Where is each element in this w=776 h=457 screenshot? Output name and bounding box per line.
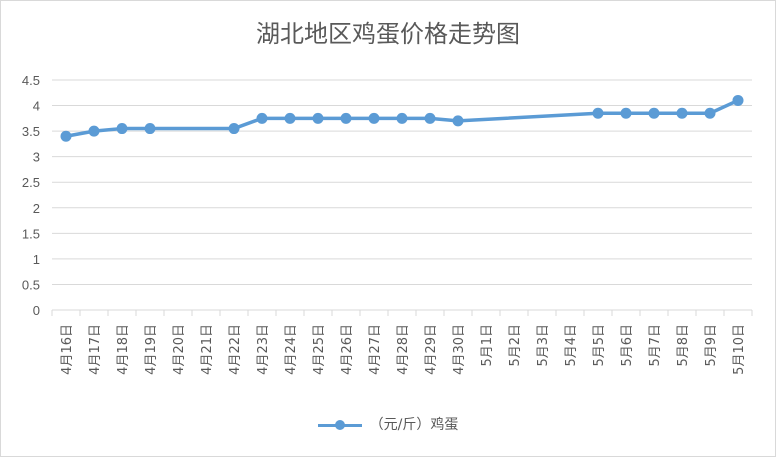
y-tick-label: 0: [33, 303, 40, 318]
x-tick-label: 4月25日: [312, 324, 327, 375]
y-tick-label: 4.5: [22, 73, 40, 88]
x-tick-label: 5月6日: [620, 324, 635, 367]
data-point: [116, 123, 128, 135]
data-point: [620, 107, 632, 119]
x-tick-label: 5月7日: [648, 324, 663, 367]
x-tick-label: 4月23日: [256, 324, 271, 375]
x-tick-label: 4月27日: [368, 324, 383, 375]
x-tick-label: 5月1日: [480, 324, 495, 367]
data-point: [396, 112, 408, 124]
x-tick-label: 5月8日: [676, 324, 691, 367]
chart-title: 湖北地区鸡蛋价格走势图: [256, 20, 520, 48]
y-tick-label: 3.5: [22, 124, 40, 139]
data-point: [676, 107, 688, 119]
x-tick-label: 5月2日: [508, 324, 523, 367]
data-point: [144, 123, 156, 135]
y-tick-label: 0.5: [22, 277, 40, 292]
legend-swatch: [317, 419, 362, 431]
data-point: [648, 107, 660, 119]
x-tick-label: 4月18日: [116, 324, 131, 375]
x-tick-label: 5月3日: [536, 324, 551, 367]
x-tick-label: 4月16日: [60, 324, 75, 375]
x-tick-label: 4月22日: [228, 324, 243, 375]
y-tick-label: 4: [33, 99, 40, 114]
data-point: [424, 112, 436, 124]
y-tick-label: 2.5: [22, 175, 40, 190]
data-point: [732, 94, 744, 106]
x-tick-label: 4月24日: [284, 324, 299, 375]
x-tick-label: 4月26日: [340, 324, 355, 375]
x-tick-label: 4月30日: [452, 324, 467, 375]
data-point: [284, 112, 296, 124]
data-point: [228, 123, 240, 135]
data-point: [60, 130, 72, 142]
x-tick-label: 4月19日: [144, 324, 159, 375]
y-axis-ticks: 0 0.5 1 1.5 2 2.5 3 3.5 4 4.5: [22, 73, 40, 318]
data-point: [452, 115, 464, 127]
x-tick-label: 4月28日: [396, 324, 411, 375]
x-tick-label: 4月29日: [424, 324, 439, 375]
legend-label: （元/斤）鸡蛋: [369, 417, 459, 433]
y-tick-label: 3: [33, 150, 40, 165]
x-tick-label: 5月5日: [592, 324, 607, 367]
x-tick-label: 5月4日: [564, 324, 579, 367]
x-tick-label: 4月21日: [200, 324, 215, 375]
y-tick-label: 1.5: [22, 226, 40, 241]
data-point: [256, 112, 268, 124]
x-tick-label: 4月17日: [88, 324, 103, 375]
legend: （元/斤）鸡蛋: [0, 414, 776, 434]
data-point: [368, 112, 380, 124]
x-tick-label: 4月20日: [172, 324, 187, 375]
series-point-layer: [60, 94, 744, 142]
x-tick-label: 5月9日: [704, 324, 719, 367]
data-point: [312, 112, 324, 124]
grid-layer: [51, 79, 753, 316]
data-point: [592, 107, 604, 119]
x-axis-ticks: 4月16日 4月17日 4月18日 4月19日 4月20日 4月21日 4月22日 4月23日…: [60, 324, 747, 375]
data-point: [340, 112, 352, 124]
data-point: [704, 107, 716, 119]
data-point: [88, 125, 100, 137]
y-tick-label: 2: [33, 201, 40, 216]
y-tick-label: 1: [33, 252, 40, 267]
x-tick-label: 5月10日: [732, 324, 747, 375]
